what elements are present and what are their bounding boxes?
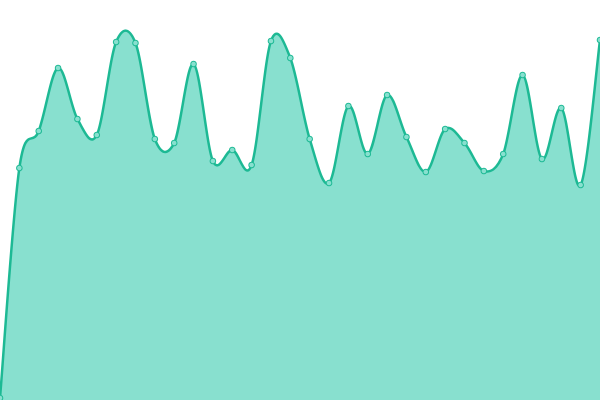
point: [0, 394, 4, 400]
point: [248, 161, 255, 169]
point: [132, 39, 139, 47]
point: [112, 38, 120, 46]
point: [74, 115, 81, 123]
point: [538, 155, 546, 163]
point: [16, 164, 23, 172]
point: [441, 125, 449, 133]
point: [596, 36, 600, 44]
point: [306, 135, 313, 143]
point: [209, 157, 217, 165]
point: [499, 150, 507, 158]
point: [54, 64, 62, 72]
point: [557, 104, 565, 112]
point: [403, 133, 410, 141]
point: [519, 71, 526, 79]
point: [170, 139, 178, 147]
point: [422, 168, 430, 176]
point: [325, 179, 333, 187]
point: [228, 146, 236, 154]
point: [480, 167, 488, 175]
point: [35, 127, 43, 135]
point: [190, 60, 197, 68]
point: [151, 135, 159, 143]
point: [364, 150, 372, 158]
area: [0, 30, 600, 400]
point: [383, 91, 391, 99]
point: [461, 139, 468, 147]
line: [0, 29, 600, 399]
point: [93, 131, 101, 139]
point: [577, 181, 584, 189]
point: [287, 54, 294, 62]
point: [267, 37, 275, 45]
point: [345, 102, 352, 110]
